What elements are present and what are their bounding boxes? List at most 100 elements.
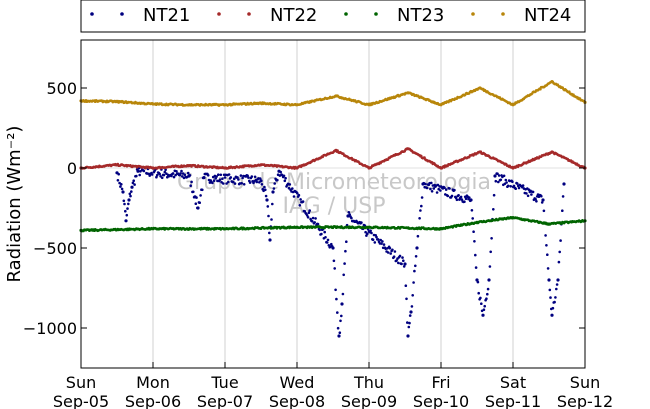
series-dot xyxy=(198,201,201,204)
series-dot xyxy=(430,190,434,193)
series-dot xyxy=(119,185,122,188)
series-dot xyxy=(424,182,427,186)
series-dot xyxy=(211,181,214,185)
series-dot xyxy=(391,248,394,252)
series-dot xyxy=(459,195,463,199)
series-dot xyxy=(299,198,302,201)
series-dot xyxy=(435,191,439,194)
series-dot xyxy=(150,173,154,176)
data-point xyxy=(127,198,131,202)
x-tick-day: Thu xyxy=(353,373,384,392)
series-dot xyxy=(540,201,544,204)
series-dot xyxy=(534,197,537,201)
series-dot xyxy=(470,209,474,212)
x-axis-ticks: SunSep-05MonSep-06TueSep-07WedSep-08ThuS… xyxy=(53,362,613,409)
x-tick-day: Wed xyxy=(280,373,315,392)
x-tick-date: Sep-09 xyxy=(341,392,397,409)
series-dot xyxy=(237,178,240,181)
series-dot xyxy=(561,209,564,212)
series-nt21 xyxy=(115,166,566,338)
series-dot xyxy=(439,189,442,192)
series-dot xyxy=(502,174,506,178)
series-dot xyxy=(276,178,279,182)
data-point xyxy=(481,313,485,317)
data-point xyxy=(271,190,275,194)
series-dot xyxy=(392,255,396,258)
series-dot xyxy=(127,202,130,206)
legend-box xyxy=(80,0,586,33)
series-dot xyxy=(473,240,476,243)
series-dot xyxy=(375,235,378,239)
series-dot xyxy=(455,198,459,202)
series-dot xyxy=(555,287,558,291)
series-dot xyxy=(163,170,167,174)
series-dot xyxy=(122,199,126,203)
series-dot xyxy=(393,250,397,253)
series-dot xyxy=(406,321,409,324)
series-dot xyxy=(335,297,338,301)
series-dot xyxy=(255,180,259,184)
series-dot xyxy=(412,281,415,284)
series-dot xyxy=(239,174,243,177)
series-dot xyxy=(120,187,124,191)
series-dot xyxy=(398,254,402,258)
series-dot xyxy=(382,243,386,246)
series-dot xyxy=(505,181,508,184)
series-dot xyxy=(181,175,184,178)
series-dot xyxy=(225,182,228,185)
x-tick-date: Sep-06 xyxy=(125,392,181,409)
series-dot xyxy=(386,251,390,254)
series-dot xyxy=(264,188,267,192)
data-point xyxy=(124,219,128,223)
series-dot xyxy=(133,183,136,186)
series-dot xyxy=(124,209,127,213)
series-dot xyxy=(308,209,312,212)
series-dot xyxy=(492,193,496,197)
series-dot xyxy=(366,232,369,235)
series-dot xyxy=(282,174,286,178)
series-nt22 xyxy=(79,147,587,170)
series-dot xyxy=(348,213,352,216)
series-dot xyxy=(260,183,264,186)
series-dot xyxy=(411,294,415,297)
series-dot xyxy=(429,187,432,191)
series-dot xyxy=(158,172,161,176)
series-dot xyxy=(190,180,193,184)
series-dot xyxy=(540,194,543,198)
series-dot xyxy=(250,175,254,178)
legend-marker xyxy=(471,12,475,16)
series-dot xyxy=(483,304,487,308)
series-dot xyxy=(488,265,492,268)
series-dot xyxy=(301,200,305,203)
series-dot xyxy=(206,174,210,177)
series-dot xyxy=(186,175,189,179)
series-dot xyxy=(233,182,237,185)
series-dot xyxy=(489,250,493,254)
series-dot xyxy=(535,200,538,203)
series-dot xyxy=(554,296,557,299)
series-dot xyxy=(333,267,337,270)
series-dot xyxy=(314,217,317,220)
series-dot xyxy=(420,196,424,199)
x-tick-day: Sat xyxy=(500,373,526,392)
series-dot xyxy=(320,232,323,236)
series-dot xyxy=(180,169,183,173)
series-dot xyxy=(446,194,450,198)
series-dot xyxy=(174,173,177,177)
series-dot xyxy=(336,311,339,314)
series-dot xyxy=(186,171,190,175)
series-dot xyxy=(132,179,135,182)
series-dot xyxy=(240,182,243,185)
series-dot xyxy=(126,207,129,210)
series-dot xyxy=(323,230,327,234)
series-dot xyxy=(316,222,320,226)
series-dot xyxy=(343,262,346,265)
legend-marker xyxy=(120,12,124,16)
legend-marker xyxy=(247,12,251,16)
series-dot xyxy=(558,250,561,254)
series-dot xyxy=(196,206,199,210)
series-dot xyxy=(430,181,433,185)
series-dot xyxy=(504,178,508,182)
series-dot xyxy=(241,176,244,180)
